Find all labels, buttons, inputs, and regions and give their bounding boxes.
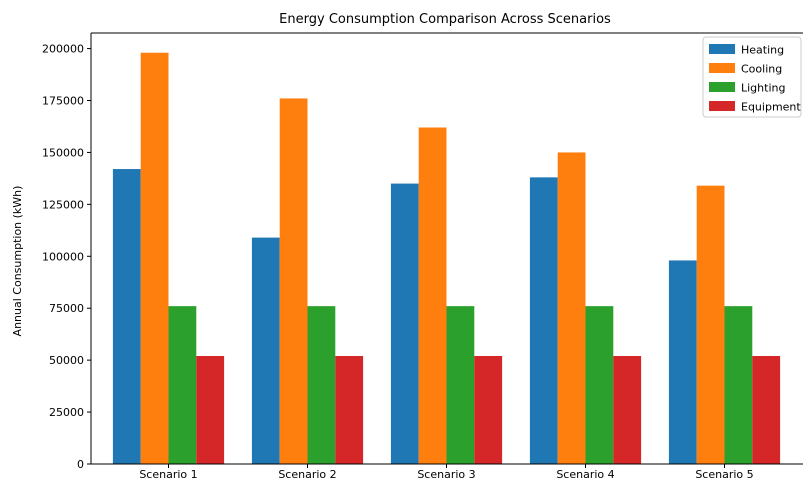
- legend-box: [702, 36, 802, 118]
- legend-label-equipment: Equipment: [741, 101, 801, 114]
- bar-cooling-5: [696, 185, 725, 465]
- y-tick-label: 125000: [42, 198, 84, 211]
- bar-heating-4: [529, 177, 558, 465]
- y-tick-label: 50000: [49, 354, 84, 367]
- bar-cooling-1: [140, 52, 169, 464]
- bar-lighting-4: [585, 306, 614, 464]
- y-tick-label: 25000: [49, 406, 84, 419]
- legend-swatch-lighting: [709, 82, 735, 92]
- legend-label-heating: Heating: [741, 44, 784, 57]
- plot-area: 0 25000 50000 75000 100000 125000 150000 175000…: [42, 32, 803, 481]
- y-axis-label: Annual Consumption (kWh): [11, 186, 24, 337]
- legend: Heating Cooling Lighting Equipment: [702, 36, 802, 118]
- y-tick-label: 175000: [42, 95, 84, 108]
- bar-heating-3: [390, 183, 419, 464]
- y-tick-label: 75000: [49, 302, 84, 315]
- bar-equipment-5: [752, 355, 781, 464]
- bar-heating-2: [251, 237, 280, 464]
- y-tick-label: 0: [77, 458, 84, 471]
- bar-cooling-2: [279, 98, 308, 465]
- legend-swatch-heating: [709, 44, 735, 54]
- legend-swatch-equipment: [709, 101, 735, 111]
- bar-equipment-3: [474, 355, 503, 464]
- bar-equipment-4: [613, 355, 642, 464]
- x-tick-label: Scenario 1: [139, 468, 197, 480]
- y-tick-label: 100000: [42, 250, 84, 263]
- legend-label-lighting: Lighting: [741, 82, 785, 95]
- bar-lighting-5: [724, 306, 753, 464]
- bar-lighting-1: [168, 306, 197, 464]
- bar-equipment-1: [196, 355, 225, 464]
- x-tick-label: Scenario 4: [556, 468, 614, 480]
- bar-heating-1: [112, 169, 141, 465]
- bar-lighting-2: [307, 306, 336, 464]
- legend-label-cooling: Cooling: [741, 63, 782, 76]
- bar-heating-5: [668, 260, 697, 464]
- bar-cooling-4: [557, 152, 586, 464]
- y-tick-label: 150000: [42, 146, 84, 159]
- chart-title: Energy Consumption Comparison Across Sce…: [279, 12, 611, 27]
- legend-swatch-cooling: [709, 63, 735, 73]
- bar-equipment-2: [335, 355, 364, 464]
- x-tick-label: Scenario 2: [278, 468, 336, 480]
- bar-lighting-3: [446, 306, 475, 464]
- x-tick-label: Scenario 3: [417, 468, 475, 480]
- y-tick-label: 200000: [42, 43, 84, 56]
- x-tick-label: Scenario 5: [695, 468, 753, 480]
- bar-cooling-3: [418, 127, 447, 464]
